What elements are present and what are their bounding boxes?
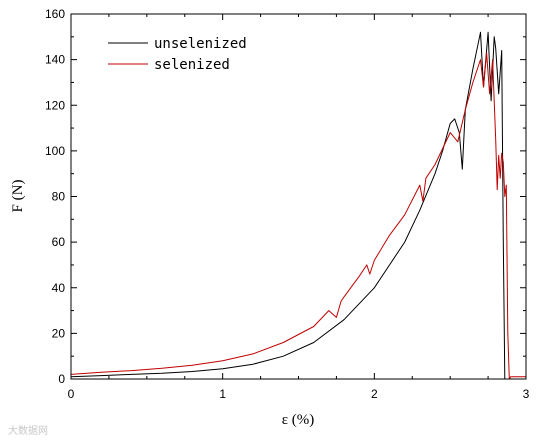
legend-label-selenized: selenized xyxy=(154,57,230,73)
y-tick-label: 60 xyxy=(52,235,66,249)
legend-label-unselenized: unselenized xyxy=(154,36,247,52)
watermark-text: 大数据网 xyxy=(8,424,48,437)
y-tick-label: 0 xyxy=(58,372,65,386)
series-line-unselenized xyxy=(70,31,526,380)
legend: unselenized selenized xyxy=(108,36,247,73)
x-tick-label: 2 xyxy=(371,387,378,401)
y-tick-label: 140 xyxy=(45,53,65,67)
y-tick-label: 20 xyxy=(52,326,66,340)
series-line-selenized xyxy=(70,52,526,380)
x-tick-label: 0 xyxy=(68,387,75,401)
y-tick-label: 160 xyxy=(45,7,65,21)
y-tick-label: 100 xyxy=(45,144,65,158)
y-axis-title: F (N) xyxy=(10,180,26,213)
x-tick-label: 1 xyxy=(219,387,226,401)
tick-labels-layer: 0 1 2 3 0 20 40 60 80 100 120 140 160 xyxy=(45,7,530,401)
y-tick-label: 40 xyxy=(52,281,66,295)
y-tick-label: 120 xyxy=(45,98,65,112)
y-tick-label: 80 xyxy=(52,190,66,204)
series-layer xyxy=(70,31,526,380)
ticks-layer xyxy=(70,13,527,380)
x-tick-label: 3 xyxy=(523,387,530,401)
x-axis-title: ε (%) xyxy=(282,412,315,428)
